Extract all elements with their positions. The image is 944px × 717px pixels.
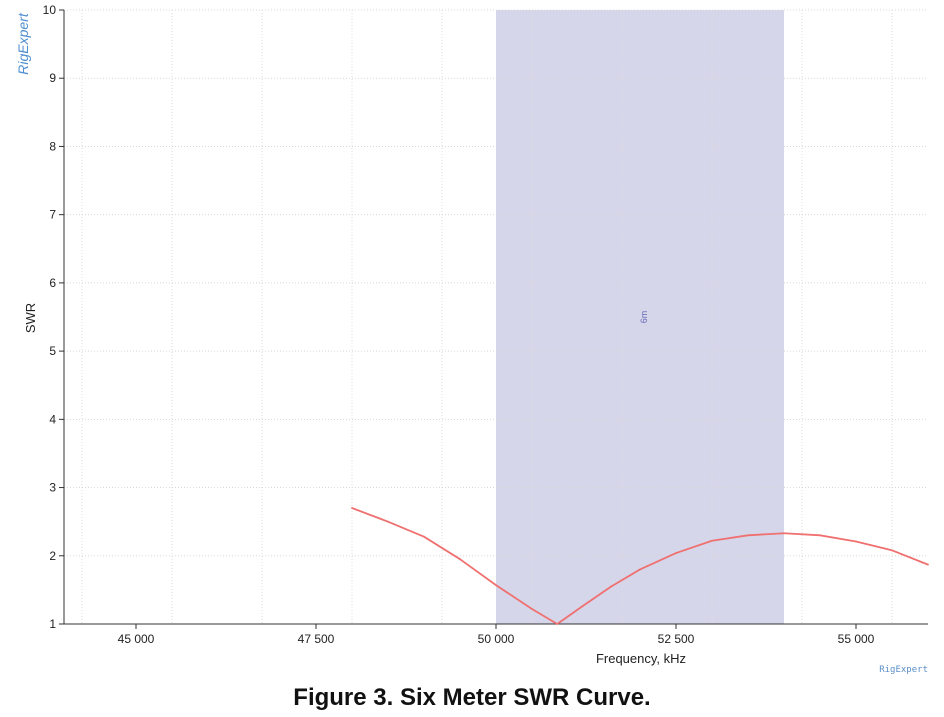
y-tick-label: 1	[49, 617, 56, 631]
swr-data-point	[855, 540, 857, 543]
swr-data-point	[891, 549, 893, 552]
grid-layer	[64, 9, 928, 625]
swr-data-point	[747, 534, 749, 537]
band-6m	[496, 10, 784, 624]
swr-data-point	[495, 584, 497, 587]
swr-data-point	[387, 520, 389, 523]
watermark-bottom-right: RigExpert	[879, 665, 928, 675]
swr-data-point	[459, 558, 461, 561]
swr-data-point	[531, 608, 533, 610]
x-axis-title: Frequency, kHz	[596, 651, 686, 666]
y-tick-label: 9	[49, 71, 56, 85]
swr-chart: 6m 1 2 3 4 5 6 7 8 9 10 45 000 47 500 50 000 52 500 55…	[15, 3, 929, 675]
swr-data-point	[819, 534, 821, 537]
swr-data-point	[639, 568, 641, 571]
y-tick-label: 7	[49, 208, 56, 222]
tick-layer: 1 2 3 4 5 6 7 8 9 10 45 000 47 500 50 000 52 500 55 00…	[43, 3, 875, 646]
y-tick-label: 3	[49, 481, 56, 495]
y-tick-label: 10	[43, 3, 57, 17]
y-tick-label: 6	[49, 276, 56, 290]
x-tick-label: 52 500	[658, 632, 695, 646]
x-tick-label: 55 000	[838, 632, 875, 646]
y-axis-title: SWR	[23, 303, 38, 333]
figure-caption: Figure 3. Six Meter SWR Curve.	[293, 684, 651, 711]
swr-data-point	[711, 539, 713, 542]
x-tick-label: 50 000	[478, 632, 515, 646]
swr-data-point	[351, 507, 353, 509]
swr-data-point	[675, 552, 677, 554]
watermark-top-left: RigExpert	[15, 12, 31, 75]
x-tick-label: 45 000	[118, 632, 155, 646]
swr-series-line	[351, 507, 929, 625]
y-tick-label: 4	[49, 412, 56, 426]
swr-data-point	[783, 532, 785, 535]
x-tick-label: 47 500	[298, 632, 335, 646]
series-layer	[351, 507, 929, 625]
band-layer: 6m	[496, 10, 784, 624]
swr-data-point	[610, 585, 613, 588]
y-tick-label: 2	[49, 549, 56, 563]
swr-data-point	[927, 563, 929, 566]
y-tick-label: 8	[49, 139, 56, 153]
band-label: 6m	[639, 311, 649, 324]
swr-data-point	[423, 535, 425, 538]
y-tick-label: 5	[49, 344, 56, 358]
swr-data-point	[581, 605, 584, 608]
swr-data-point	[556, 623, 559, 625]
